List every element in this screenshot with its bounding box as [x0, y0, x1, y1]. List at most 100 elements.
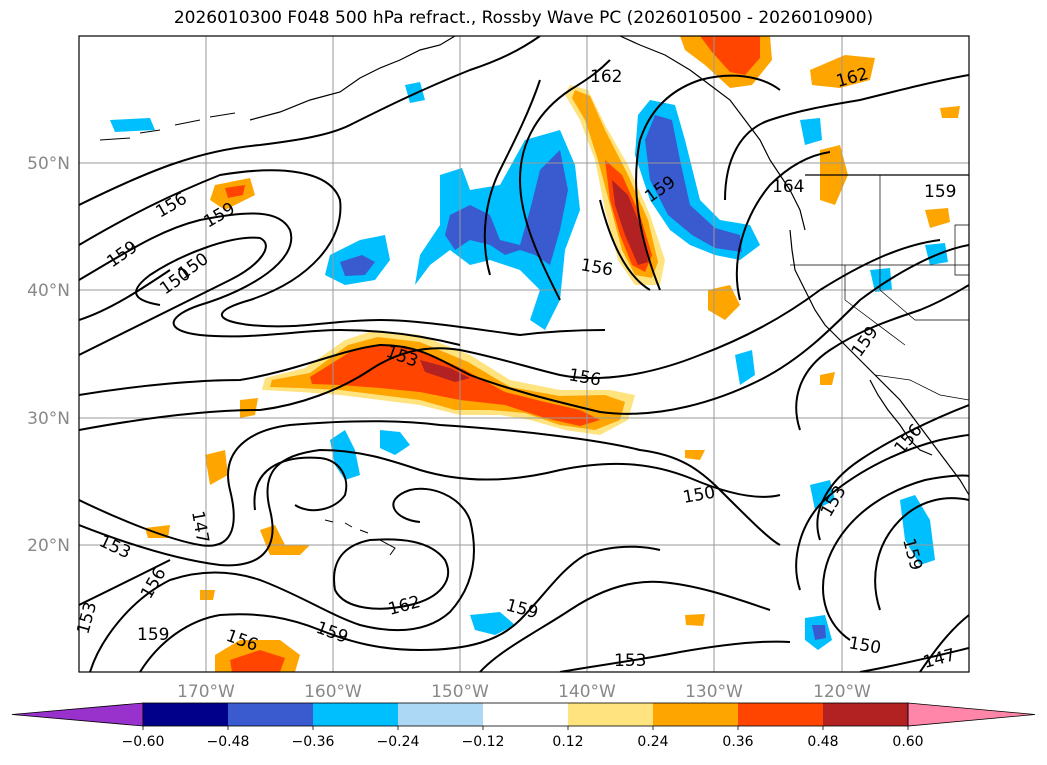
lat-label: 30°N: [27, 409, 70, 429]
contour-line: [79, 420, 781, 547]
positive-anomaly-area: [685, 450, 705, 460]
positive-anomaly-area: [205, 450, 228, 485]
contour-line: [559, 640, 791, 672]
lon-label: 130°W: [685, 682, 743, 702]
contour-line: [816, 404, 969, 541]
positive-anomaly-area: [708, 285, 740, 320]
lon-label: 160°W: [304, 682, 362, 702]
negative-anomaly-area: [800, 118, 822, 145]
negative-anomaly-area: [735, 350, 755, 385]
contour-line: [635, 74, 781, 291]
height-contours: [79, 36, 969, 672]
lat-label: 50°N: [27, 154, 70, 174]
colorbar-tick-label: −0.24: [377, 734, 420, 750]
colorbar-tick-label: 0.36: [722, 734, 753, 750]
latitude-labels: 50°N 40°N 30°N 20°N: [27, 154, 70, 556]
state-border: [879, 175, 969, 321]
colorbar-tick-label: −0.12: [462, 734, 505, 750]
contour-label: 153: [614, 651, 646, 671]
contour-line: [79, 448, 781, 567]
positive-anomaly-area: [230, 650, 285, 672]
positive-anomaly-area: [612, 180, 648, 265]
lon-label: 140°W: [558, 682, 616, 702]
negative-anomaly-area: [340, 255, 375, 276]
lon-label: 150°W: [431, 682, 489, 702]
contour-line: [518, 59, 611, 301]
contour-line: [79, 169, 606, 337]
contour-line: [79, 239, 941, 431]
colorbar-segment: [483, 703, 568, 726]
positive-anomaly-area: [420, 360, 470, 382]
colorbar-tick-label: −0.48: [207, 734, 250, 750]
contour-line: [79, 269, 171, 321]
colorbar-tick-label: −0.60: [122, 734, 165, 750]
lon-label: 170°W: [177, 682, 235, 702]
contour-line: [599, 199, 651, 291]
colorbar-segment: [143, 703, 228, 726]
colorbar-segment: [313, 703, 398, 726]
positive-anomaly-area: [940, 106, 960, 118]
lon-label: 120°W: [813, 682, 871, 702]
positive-anomaly-area: [820, 372, 835, 385]
contour-label: 159: [924, 182, 956, 202]
colorbar-tick-label: −0.36: [292, 734, 335, 750]
contour-line: [735, 151, 831, 301]
negative-anomaly-area: [470, 612, 515, 635]
colorbar-tick-label: 0.60: [892, 734, 923, 750]
colorbar-extend-low: [11, 702, 144, 727]
state-border: [844, 265, 906, 346]
lat-label: 20°N: [27, 536, 70, 556]
contour-line: [874, 497, 969, 611]
map-background: [79, 36, 969, 672]
negative-anomaly-area: [110, 118, 155, 132]
contour-line: [795, 434, 969, 591]
contour-line: [79, 236, 267, 356]
alaska-coast: [619, 36, 806, 231]
baja-coast: [869, 379, 933, 456]
colorbar-tick-label: 0.24: [637, 734, 668, 750]
north-america-coast: [789, 229, 969, 496]
colorbar-segment: [568, 703, 653, 726]
colorbar: −0.60 −0.48 −0.36 −0.24 −0.12 0.12 0.24 0.36 0.4…: [11, 702, 1036, 750]
negative-anomaly-area: [405, 82, 425, 103]
negative-anomaly-area: [870, 268, 892, 292]
positive-anomaly-area: [200, 590, 215, 600]
contour-line: [79, 212, 461, 346]
contour-line: [79, 36, 541, 206]
contour-line: [724, 74, 969, 201]
contour-line: [253, 456, 348, 512]
contour-label: 162: [590, 67, 622, 87]
negative-anomaly-area: [330, 430, 360, 480]
contour-line: [483, 79, 541, 276]
longitude-labels: 170°W 160°W 150°W 140°W 130°W 120°W: [177, 682, 871, 702]
contour-label: 159: [137, 625, 169, 645]
contour-line: [795, 284, 969, 431]
contour-line: [89, 487, 475, 672]
state-border: [954, 224, 969, 276]
contour-line: [79, 559, 171, 606]
negative-anomaly-area: [810, 480, 835, 510]
figure-title: 2026010300 F048 500 hPa refract., Rossby…: [173, 8, 874, 28]
aleutian-islands: [99, 112, 236, 141]
hawaii-islands: [324, 519, 396, 556]
positive-anomaly-area: [240, 398, 258, 418]
alaska-coast: [249, 36, 456, 121]
mexico-border: [874, 374, 969, 401]
negative-anomaly-area: [380, 430, 410, 455]
positive-anomaly-area: [700, 36, 760, 75]
contour-line: [333, 538, 450, 610]
colorbar-tick-label: 0.48: [807, 734, 838, 750]
colorbar-segment: [398, 703, 483, 726]
negative-anomaly-area: [645, 115, 742, 252]
map-frame: [78, 35, 970, 673]
contour-label: 164: [772, 177, 804, 197]
colorbar-tick-label: 0.12: [552, 734, 583, 750]
colorbar-outline: [142, 702, 909, 727]
negative-anomaly-area: [812, 625, 826, 640]
colorbar-extend-high: [907, 702, 1036, 727]
colorbar-segment: [653, 703, 738, 726]
lat-label: 40°N: [27, 281, 70, 301]
colorbar-segment: [228, 703, 313, 726]
colorbar-segment: [738, 703, 823, 726]
